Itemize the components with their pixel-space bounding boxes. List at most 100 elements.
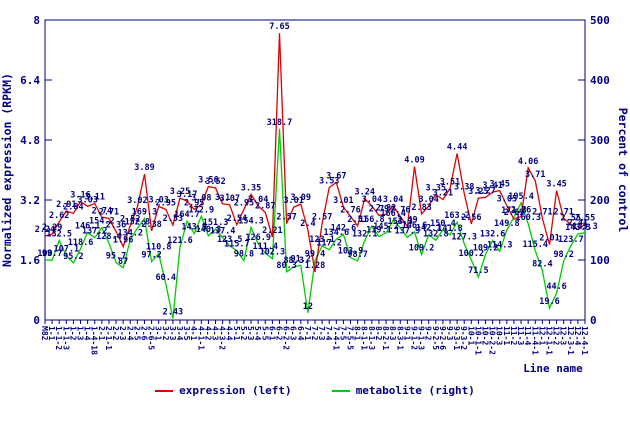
y-left-tick-label: 3.2 (20, 194, 40, 207)
x-tick-label: 11-2 (509, 326, 518, 345)
expression-point-label: 2.49 (397, 216, 417, 226)
expression-point-label: 3.17 (177, 190, 197, 200)
x-tick-label: 8-1-1 (360, 326, 369, 350)
metabolite-point-label: 134.2 (117, 228, 143, 238)
metabolite-point-label: 137.9 (395, 226, 421, 236)
expression-point-label: 2.82 (376, 203, 396, 213)
x-tick-label: 9-1 (402, 326, 411, 341)
expression-point-label: 3.1 (215, 193, 230, 203)
metabolite-point-label: 127.3 (451, 233, 477, 243)
metabolite-point-label: 154.2 (89, 216, 115, 226)
x-tick-label: 9-3-1 (452, 326, 461, 350)
expression-point-label: 3.53 (319, 177, 339, 187)
metabolite-point-label: 115.7 (224, 240, 250, 250)
x-tick-label: 9-3 (445, 326, 454, 341)
metabolite-point-label: 142.6 (331, 223, 357, 233)
metabolite-point-label: 117.2 (316, 239, 342, 249)
expression-point-label: 2.55 (575, 213, 595, 223)
expression-point-label: 3.41 (482, 181, 502, 191)
metabolite-point-label: 102.3 (260, 248, 286, 258)
expression-point-label: 2.95 (234, 198, 254, 208)
x-tick-label: 8-2 (374, 326, 383, 341)
expression-point-label: 3.25 (468, 187, 488, 197)
expression-point-label: 3.07 (219, 194, 239, 204)
y-right-tick-label: 500 (590, 14, 610, 27)
metabolite-point-label: 140.3 (196, 225, 222, 235)
metabolite-point-label: 103.9 (338, 247, 364, 257)
x-tick-label: 2-6 (139, 326, 148, 341)
metabolite-point-label: 146.1 (75, 221, 101, 231)
expression-point-label: 2.52 (120, 215, 140, 225)
metabolite-point-label: 145.3 (572, 222, 598, 232)
expression-point-label: 2.4 (300, 219, 315, 229)
metabolite-point-label: 143.3 (565, 223, 591, 233)
expression-point-label: 2.91 (56, 200, 76, 210)
x-tick-label: 2-2 (111, 326, 120, 341)
x-tick-label: 9-2-6 (438, 326, 447, 350)
x-tick-label: 4-2 (203, 326, 212, 341)
expression-point-label: 2.54 (227, 214, 247, 224)
expression-point-label: 3.04 (418, 195, 438, 205)
metabolite-point-label: 152.8 (125, 217, 151, 227)
expression-point-label: 3.11 (84, 192, 104, 202)
metabolite-point-label: 98.8 (234, 250, 254, 260)
metabolite-point-label: 44.6 (546, 282, 566, 292)
y-right-tick-label: 200 (590, 194, 610, 207)
expression-line-icon (155, 389, 174, 392)
expression-point-label: 3.04 (383, 195, 403, 205)
metabolite-point-label: 169.3 (132, 207, 158, 217)
expression-point-label: 3.04 (362, 195, 382, 205)
x-tick-label: 1-4-18 (90, 326, 99, 355)
metabolite-point-label: 137.4 (210, 227, 236, 237)
x-tick-label: 1-1-3 (61, 326, 70, 350)
y-right-tick-label: 100 (590, 254, 610, 267)
metabolite-point-label: 95.7 (106, 252, 126, 262)
x-tick-label: 2-1 (97, 326, 106, 341)
metabolite-point-label: 100 (37, 249, 52, 259)
expression-point-label: 1.28 (305, 261, 325, 271)
x-tick-label: 3-5 (182, 326, 191, 341)
metabolite-point-label: 123.5 (217, 235, 243, 245)
metabolite-point-label: 141.8 (437, 224, 463, 234)
x-tick-label: 9-1-2 (409, 326, 418, 350)
metabolite-point-label: 146.6 (402, 221, 428, 231)
y-left-tick-label: 1.6 (20, 254, 40, 267)
x-tick-label: 8-3 (388, 326, 397, 341)
metabolite-line-icon (331, 389, 350, 392)
metabolite-point-label: 132.5 (46, 230, 72, 240)
x-tick-label: 1-4 (83, 326, 92, 341)
expression-point-label: 1.96 (113, 236, 133, 246)
expression-point-label: 3.03 (148, 195, 168, 205)
x-tick-label: 1-2 (68, 326, 77, 341)
x-tick-label: 4-3 (211, 326, 220, 341)
metabolite-point-label: 2.43 (163, 308, 183, 318)
x-tick-label: 4-1 (189, 326, 198, 341)
expression-point-label: 2.74 (92, 206, 112, 216)
expression-point-label: 2.56 (461, 213, 481, 223)
metabolite-point-label: 99.7 (42, 249, 62, 259)
metabolite-point-label: 172.9 (189, 205, 215, 215)
expression-point-label: 2.76 (511, 206, 531, 216)
x-tick-label: 8-3-1 (395, 326, 404, 350)
expression-point-label: 2.69 (504, 208, 524, 218)
x-tick-label: 2-5 (132, 326, 141, 341)
expression-point-label: 2.21 (262, 226, 282, 236)
legend-label-expression: expression (left) (179, 384, 292, 397)
x-tick-label: 10-1-1 (473, 326, 482, 355)
x-tick-label: 9-2 (424, 326, 433, 341)
x-tick-label: 6-1 (267, 326, 276, 341)
expression-point-label: 2.87 (255, 201, 275, 211)
x-tick-label: 4-3-2 (218, 326, 227, 350)
metabolite-point-label: 115.4 (522, 240, 548, 250)
x-tick-label: 5-2 (239, 326, 248, 341)
y-right-tick-label: 300 (590, 134, 610, 147)
metabolite-point-label: 111.4 (252, 242, 278, 252)
expression-point-label: 3.38 (454, 182, 474, 192)
expression-point-label: 3.01 (283, 196, 303, 206)
metabolite-point-label: 121.6 (167, 236, 193, 246)
x-tick-label: 3-3 (168, 326, 177, 341)
expression-point-label: 2.76 (340, 206, 360, 216)
x-tick-label: 12-4 (573, 326, 582, 345)
expression-point-label: 2.41 (568, 219, 588, 229)
metabolite-point-label: 87 (118, 257, 128, 267)
